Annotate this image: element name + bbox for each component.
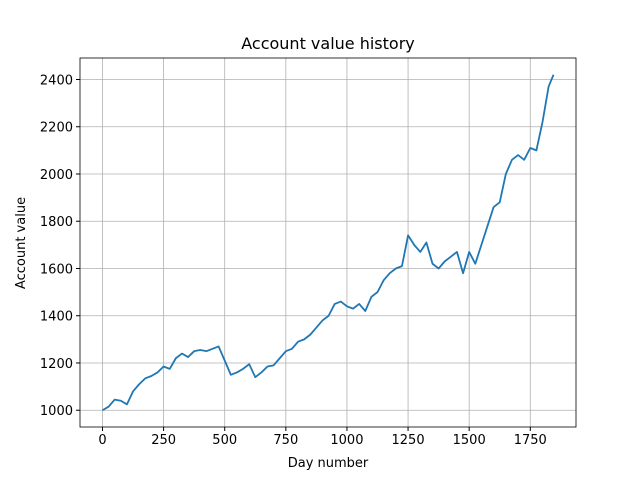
y-tick-label: 1400 <box>40 310 73 325</box>
x-tick-label: 0 <box>98 433 106 448</box>
plot-frame <box>79 57 577 428</box>
y-tick-label: 1000 <box>40 404 73 419</box>
data-line <box>102 74 555 412</box>
y-tick-label: 2000 <box>40 168 73 183</box>
y-tick-label: 1600 <box>40 262 73 277</box>
x-tick-label: 750 <box>273 433 298 448</box>
x-tick-label: 250 <box>151 433 176 448</box>
x-tick-label: 1000 <box>330 433 363 448</box>
y-tick-label: 1200 <box>40 357 73 372</box>
x-tick-label: 1250 <box>392 433 425 448</box>
x-axis-label: Day number <box>288 456 369 471</box>
x-tick-label: 1750 <box>514 433 547 448</box>
y-tick-label: 2200 <box>40 121 73 136</box>
x-tick-label: 1500 <box>453 433 486 448</box>
y-axis-label: Account value <box>14 197 29 289</box>
chart-title: Account value history <box>241 34 415 53</box>
x-tick-label: 500 <box>212 433 237 448</box>
y-tick-label: 1800 <box>40 215 73 230</box>
y-tick-label: 2400 <box>40 73 73 88</box>
